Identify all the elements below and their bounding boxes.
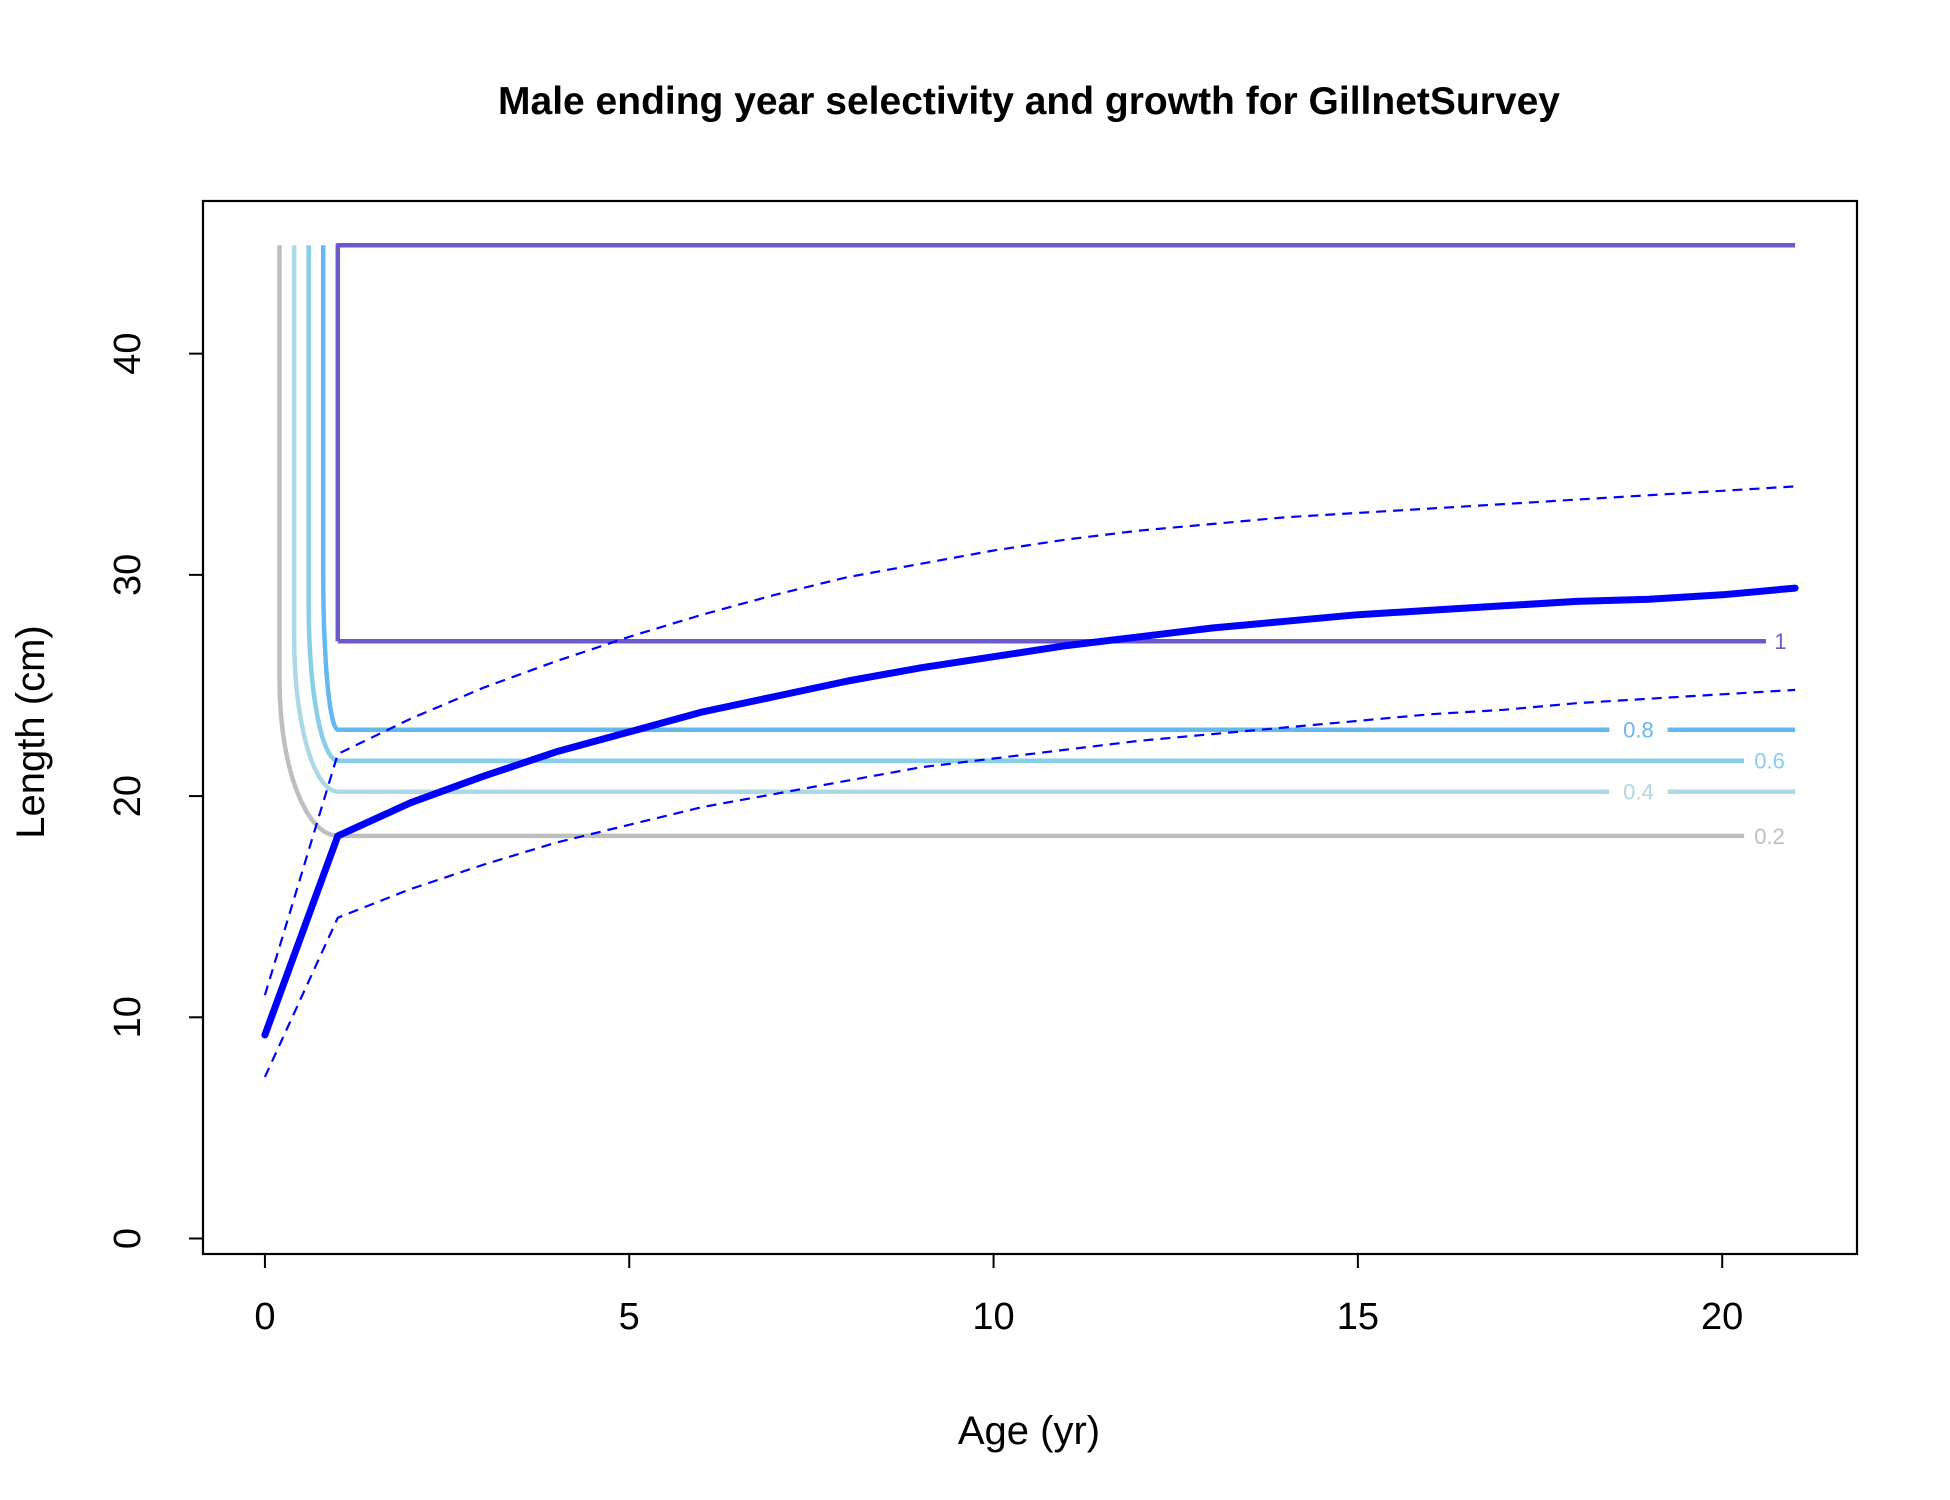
y-tick-label: 30 [107, 554, 149, 596]
selectivity-contour-1 [335, 242, 1796, 642]
x-tick-label: 15 [1337, 1296, 1379, 1338]
chart-title: Male ending year selectivity and growth … [498, 80, 1560, 123]
y-tick-label: 10 [107, 996, 149, 1038]
contour-label-0-2: 0.2 [1754, 824, 1785, 849]
y-tick-label: 0 [107, 1228, 149, 1249]
x-tick-label: 10 [972, 1296, 1014, 1338]
contour-label-0-6: 0.6 [1754, 749, 1785, 774]
y-tick-label: 40 [107, 333, 149, 375]
x-tick-label: 0 [254, 1296, 275, 1338]
y-tick-label: 20 [107, 775, 149, 817]
x-tick-label: 5 [619, 1296, 640, 1338]
x-axis-title: Age (yr) [958, 1409, 1100, 1453]
plot-area: 0.2 0.4 0.6 0.8 1 [201, 199, 1859, 1256]
selectivity-contour-0-6 [306, 245, 1745, 763]
contour-label-0-4: 0.4 [1623, 780, 1654, 805]
contour-label-0-8: 0.8 [1623, 718, 1654, 743]
contour-label-1: 1 [1774, 629, 1786, 654]
y-axis-title: Length (cm) [9, 625, 53, 838]
y-axis: 0 10 20 30 40 [107, 333, 204, 1249]
x-tick-label: 20 [1701, 1296, 1743, 1338]
selectivity-contour-0-2 [277, 245, 1745, 839]
selectivity-contour-0-8 [320, 245, 1610, 732]
growth-lower-interval-line [263, 688, 1796, 1078]
x-axis: 0 5 10 15 20 [254, 1253, 1743, 1338]
growth-mean-length-line [261, 584, 1799, 1039]
selectivity-contour-0-4 [291, 245, 1610, 794]
growth-upper-interval-line [263, 485, 1796, 996]
